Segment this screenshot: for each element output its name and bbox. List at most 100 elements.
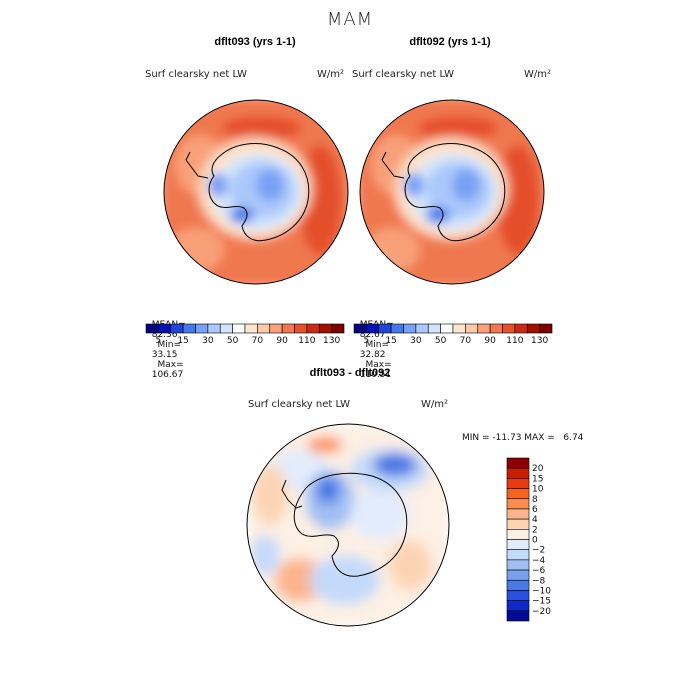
panel2-variable: Surf clearsky net LW xyxy=(352,69,455,80)
panel3-colorbar-cell xyxy=(506,590,530,601)
panel3-colorbar-tick: −2 xyxy=(532,546,545,556)
panel2-colorbar-cell xyxy=(465,323,479,334)
panel2-colorbar-cell xyxy=(415,323,429,334)
panel3-map xyxy=(246,423,450,627)
panel2-colorbar-cell xyxy=(366,323,380,334)
panel3-colorbar-cell xyxy=(506,529,530,540)
panel2-colorbar-cell xyxy=(489,323,503,334)
panel2-colorbar-tick: 50 xyxy=(435,336,447,346)
panel3-colorbar-cell xyxy=(506,559,530,571)
panel3-colorbar-tick: −20 xyxy=(532,607,551,617)
panel2-mean: 82.67 xyxy=(359,330,386,340)
panel1-max: 106.67 xyxy=(151,370,184,380)
panel3-colorbar-tick: −4 xyxy=(532,556,546,566)
panel1-units: W/m² xyxy=(317,69,345,80)
panel1-colorbar-cell xyxy=(195,323,209,334)
panel3-colorbar-tick: 10 xyxy=(532,485,544,495)
panel3-units: W/m² xyxy=(421,399,449,410)
panel2-colorbar-tick: 30 xyxy=(410,336,422,346)
panel3-colorbar-tick: −6 xyxy=(532,566,546,576)
panel3-colorbar-cell xyxy=(506,518,530,530)
panel2-max-label: Max= xyxy=(365,360,392,370)
panel2-colorbar-cell xyxy=(427,323,441,334)
panel3-colorbar-tick: 20 xyxy=(532,464,544,474)
panel2-units: W/m² xyxy=(524,69,552,80)
panel3-colorbar-tick: −8 xyxy=(532,576,546,586)
panel3-colorbar-cell xyxy=(506,498,530,510)
figure-title: MAM xyxy=(326,9,374,30)
panel2-colorbar-cell xyxy=(378,323,392,334)
panel1-colorbar-tick: 70 xyxy=(252,336,264,346)
panel3-colorbar-tick: 2 xyxy=(532,525,538,535)
panel1-colorbar-cell xyxy=(269,323,283,334)
panel3-colorbar-cell xyxy=(506,488,530,500)
panel2-colorbar-tick: 15 xyxy=(385,336,396,346)
panel1-colorbar-cell xyxy=(318,323,332,334)
panel1-map xyxy=(163,99,349,285)
panel1-colorbar-tick: 50 xyxy=(227,336,239,346)
panel2-colorbar-tick: 110 xyxy=(506,336,523,346)
panel1-colorbar-cell xyxy=(158,323,172,334)
panel2-colorbar-cell xyxy=(514,323,528,334)
panel3-colorbar-cell xyxy=(506,549,530,561)
panel1-colorbar-cell xyxy=(182,323,196,334)
panel2-min-label: Min= xyxy=(365,340,389,350)
panel2-colorbar-tick: 5 xyxy=(364,336,370,346)
panel2-colorbar-cell xyxy=(477,323,491,334)
panel2-colorbar-cell xyxy=(452,323,466,334)
panel3-colorbar-cell xyxy=(506,467,530,479)
panel1-min: 33.15 xyxy=(151,350,178,360)
panel3-minmax: MIN = -11.73 MAX = 6.74 xyxy=(462,433,584,443)
panel2-colorbar-cell xyxy=(353,323,367,334)
panel2-colorbar-tick: 90 xyxy=(484,336,496,346)
panel1-colorbar-cell xyxy=(306,323,320,334)
panel1-colorbar-cell xyxy=(244,323,258,334)
panel3-variable: Surf clearsky net LW xyxy=(248,399,351,410)
panel2-colorbar-tick: 70 xyxy=(460,336,472,346)
panel2-map xyxy=(359,99,545,285)
panel2-colorbar-cell xyxy=(502,323,516,334)
panel2-min: 32.82 xyxy=(359,350,386,360)
panel3-colorbar-tick: 4 xyxy=(532,515,538,525)
panel3-colorbar-cell xyxy=(506,478,530,489)
panel3-colorbar-cell xyxy=(506,539,530,550)
panel1-colorbar-tick: 110 xyxy=(298,336,315,346)
panel1-colorbar-cell xyxy=(207,323,221,334)
panel1-colorbar-tick: 130 xyxy=(323,336,340,346)
panel2-colorbar-cell xyxy=(403,323,417,334)
panel1-colorbar-tick: 30 xyxy=(202,336,214,346)
panel1-max-label: Max= xyxy=(157,360,184,370)
panel3-colorbar-cell xyxy=(506,569,530,581)
panel1-colorbar-cell xyxy=(257,323,271,334)
panel3-colorbar-cell xyxy=(506,579,530,591)
panel1-colorbar-tick: 15 xyxy=(177,336,188,346)
panel1-colorbar-cell xyxy=(281,323,295,334)
panel1-min-label: Min= xyxy=(157,340,181,350)
panel3-colorbar-tick: −15 xyxy=(532,597,551,607)
panel2-colorbar-cell xyxy=(440,323,454,334)
panel1-colorbar-tick: 5 xyxy=(156,336,162,346)
panel1-colorbar-cell xyxy=(219,323,233,334)
panel2-colorbar-cell xyxy=(390,323,404,334)
panel3-colorbar-tick: −10 xyxy=(532,586,551,596)
panel3-colorbar-tick: 6 xyxy=(532,505,538,515)
panel2-title: dflt092 (yrs 1-1) xyxy=(409,36,491,48)
panel1-colorbar-cell xyxy=(331,323,345,334)
panel1-colorbar-tick: 90 xyxy=(276,336,288,346)
panel1-colorbar-cell xyxy=(145,323,159,334)
panel2-max: 110.51 xyxy=(359,370,392,380)
panel1-variable: Surf clearsky net LW xyxy=(145,69,248,80)
panel3-colorbar-tick: 8 xyxy=(532,495,538,505)
panel1-colorbar-cell xyxy=(294,323,308,334)
panel2-colorbar-cell xyxy=(539,323,553,334)
panel3-colorbar-tick: 0 xyxy=(532,536,538,546)
panel2-colorbar-cell xyxy=(526,323,540,334)
panel3-title: dflt093 - dflt092 xyxy=(309,367,391,379)
panel3-colorbar-cell xyxy=(506,600,530,612)
panel2-colorbar-tick: 130 xyxy=(531,336,548,346)
panel3-colorbar-tick: 15 xyxy=(532,474,543,484)
panel3-colorbar-cell xyxy=(506,457,530,469)
panel3-colorbar-cell xyxy=(506,610,530,622)
panel1-title: dflt093 (yrs 1-1) xyxy=(214,36,296,48)
